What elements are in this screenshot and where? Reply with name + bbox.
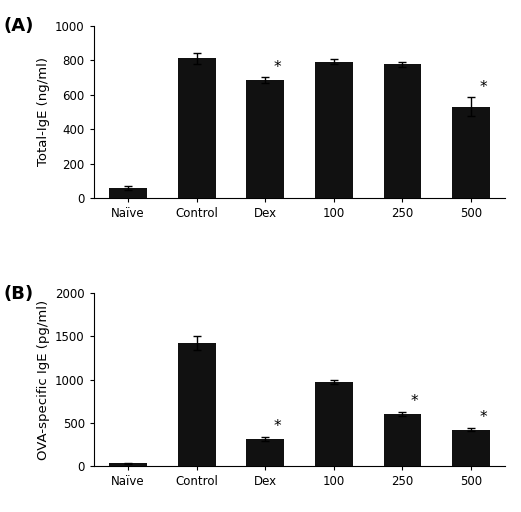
Text: *: * bbox=[274, 419, 281, 434]
Text: *: * bbox=[411, 394, 418, 410]
Bar bbox=[178, 58, 216, 198]
Bar bbox=[109, 463, 147, 466]
Text: *: * bbox=[274, 60, 281, 75]
Y-axis label: Total-IgE (ng/ml): Total-IgE (ng/ml) bbox=[36, 57, 49, 166]
Text: (B): (B) bbox=[3, 285, 33, 303]
Text: (A): (A) bbox=[3, 17, 34, 35]
Bar bbox=[383, 65, 421, 198]
Bar bbox=[246, 439, 284, 466]
Text: *: * bbox=[479, 80, 487, 95]
Bar bbox=[246, 80, 284, 198]
Bar bbox=[452, 430, 490, 466]
Bar bbox=[452, 107, 490, 198]
Bar bbox=[178, 344, 216, 466]
Bar bbox=[315, 62, 353, 198]
Y-axis label: OVA-specific IgE (pg/ml): OVA-specific IgE (pg/ml) bbox=[36, 300, 49, 460]
Bar bbox=[315, 382, 353, 466]
Bar bbox=[383, 414, 421, 466]
Bar bbox=[109, 188, 147, 198]
Text: *: * bbox=[479, 410, 487, 425]
